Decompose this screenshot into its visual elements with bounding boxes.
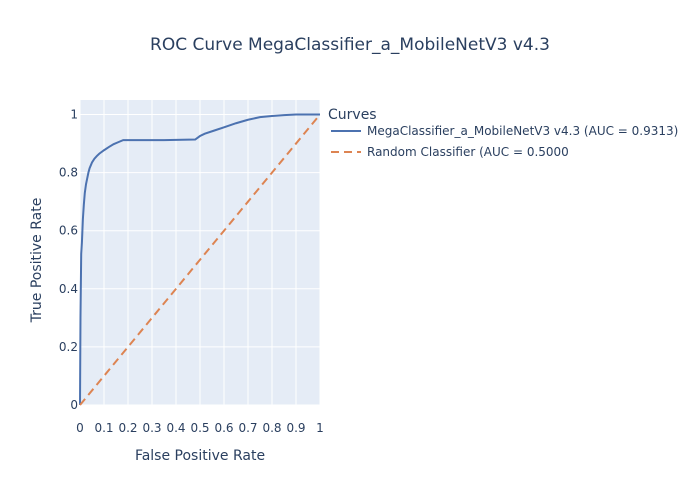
x-tick-label: 0.6 [214,421,233,435]
y-tick-label: 0.8 [59,166,78,180]
x-tick-label: 0.9 [286,421,305,435]
x-tick-label: 0.8 [262,421,281,435]
legend-label-1: MegaClassifier_a_MobileNetV3 v4.3 (AUC =… [367,124,678,138]
y-tick-label: 0.2 [59,340,78,354]
y-tick-label: 0 [70,398,78,412]
x-axis-ticks: 0 0.1 0.2 0.3 0.4 0.5 0.6 0.7 0.8 0.9 1 [76,421,324,435]
series-line-2 [79,113,321,406]
series-line-1 [79,113,320,406]
y-tick-label: 0.4 [59,282,78,296]
y-axis-label: True Positive Rate [29,198,45,324]
series-layer [79,113,321,406]
chart-title: ROC Curve MegaClassifier_a_MobileNetV3 v… [150,35,550,55]
x-tick-label: 0.2 [118,421,137,435]
legend-title: Curves [328,107,377,123]
grid-lines [79,100,321,406]
x-tick-label: 0.3 [142,421,161,435]
legend-items: MegaClassifier_a_MobileNetV3 v4.3 (AUC =… [331,124,678,159]
x-tick-label: 0.7 [238,421,257,435]
x-tick-label: 0 [76,421,84,435]
x-tick-label: 0.1 [94,421,113,435]
x-tick-label: 0.4 [166,421,185,435]
y-tick-label: 1 [70,108,78,122]
x-axis-label: False Positive Rate [135,448,265,464]
legend-label-2: Random Classifier (AUC = 0.5000 [367,145,569,159]
y-tick-label: 0.6 [59,224,78,238]
y-axis-ticks: 0 0.2 0.4 0.6 0.8 1 [59,108,78,412]
x-tick-label: 0.5 [190,421,209,435]
legend: Curves MegaClassifier_a_MobileNetV3 v4.3… [328,107,678,159]
x-tick-label: 1 [316,421,324,435]
